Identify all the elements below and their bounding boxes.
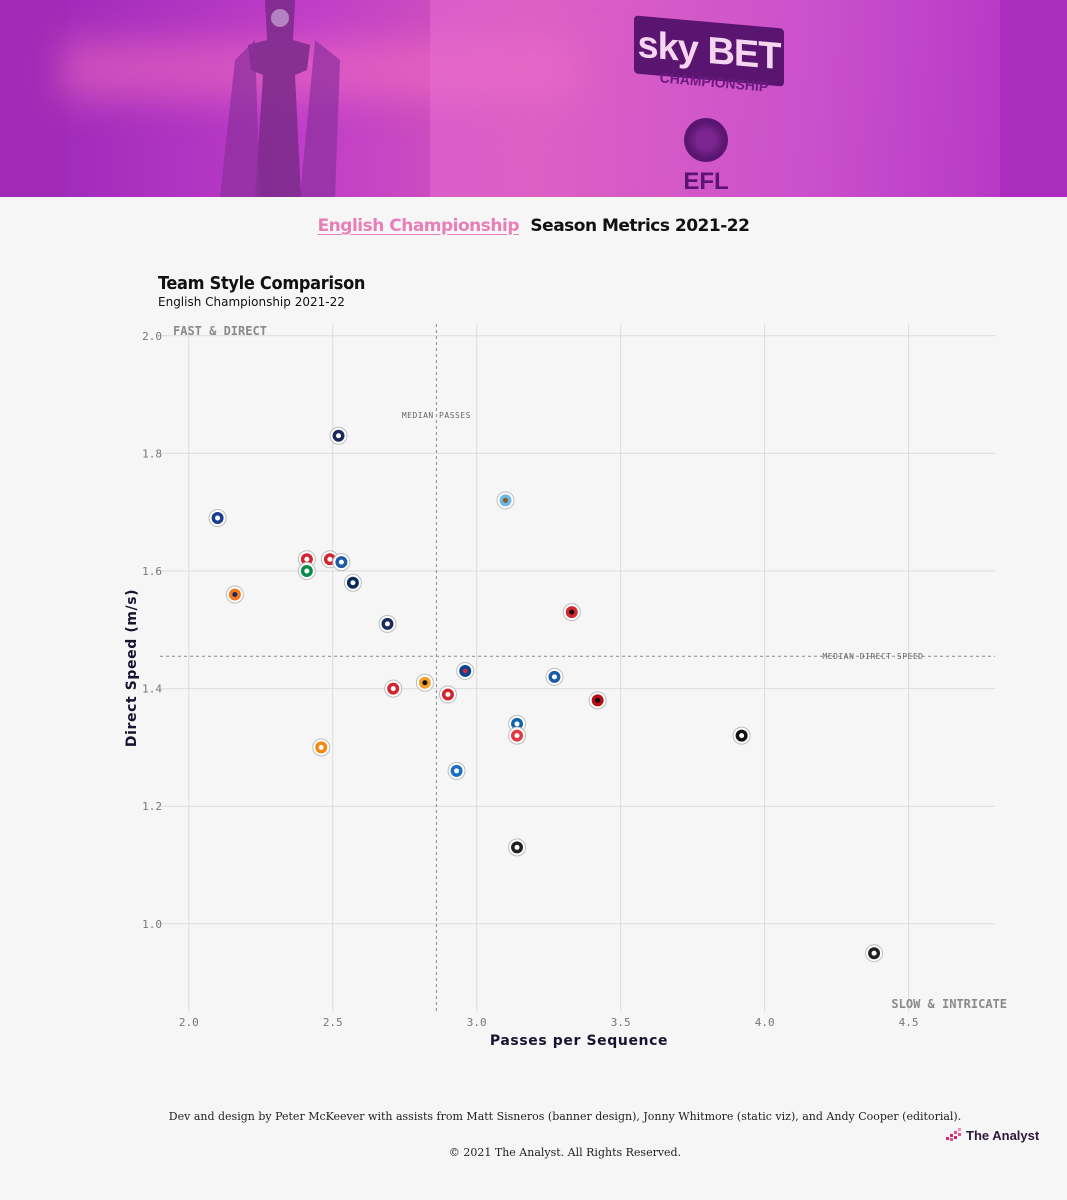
page-heading: English Championship Season Metrics 2021… [0, 216, 1067, 236]
team-crest-emblem [462, 668, 468, 674]
x-tick-label: 2.5 [323, 1016, 343, 1029]
team-point-qpr[interactable]: QPR [545, 667, 564, 686]
team-point-swansea[interactable]: Swansea [865, 944, 884, 963]
brand-name: The Analyst [966, 1127, 1040, 1143]
team-crest-emblem [569, 609, 575, 615]
team-point-stoke[interactable]: Stoke [508, 726, 527, 745]
team-crest-emblem [304, 556, 310, 562]
x-tick-label: 3.5 [611, 1016, 631, 1029]
team-point-sheffield-utd[interactable]: Sheffield Utd [562, 603, 581, 622]
team-crest-emblem [232, 591, 238, 597]
analyst-logo-icon [946, 1128, 961, 1141]
y-tick-label: 1.6 [142, 565, 162, 578]
trophy-image [220, 0, 340, 197]
y-tick-label: 1.8 [142, 447, 162, 460]
sky-bet-championship-badge: sky BET CHAMPIONSHIP EFL [628, 10, 788, 197]
y-tick-label: 2.0 [142, 330, 162, 343]
x-tick-label: 4.0 [755, 1016, 775, 1029]
hero-banner: sky BET CHAMPIONSHIP EFL [0, 0, 1067, 197]
team-crest-emblem [503, 497, 509, 503]
team-crest-emblem [318, 744, 324, 750]
team-crest-emblem [514, 721, 520, 727]
team-point-coventry[interactable]: Coventry [496, 491, 515, 510]
team-crest-emblem [384, 621, 390, 627]
chart-title: Team Style Comparison [158, 273, 366, 294]
footer-credit: Dev and design by Peter McKeever with as… [168, 1110, 962, 1123]
team-point-bournemouth[interactable]: Bournemouth [588, 691, 607, 710]
x-tick-label: 2.0 [179, 1016, 199, 1029]
team-point-blackpool[interactable]: Blackpool [312, 738, 331, 757]
season-metrics-title: Season Metrics 2021-22 [530, 216, 750, 236]
chart-subtitle: English Championship 2021-22 [158, 295, 345, 309]
team-point-peterborough[interactable]: Peterborough [447, 761, 466, 780]
team-crest-emblem [422, 680, 428, 686]
team-point-nottingham-forest[interactable]: Nottingham Forest [438, 685, 457, 704]
team-crest-emblem [454, 768, 460, 774]
x-tick-label: 3.0 [467, 1016, 487, 1029]
banner-edge-right [1000, 0, 1067, 197]
team-point-west-brom[interactable]: West Brom [329, 426, 348, 445]
median-speed-label: MEDIAN DIRECT SPEED [822, 652, 923, 661]
team-crest-emblem [215, 515, 221, 521]
y-tick-label: 1.4 [142, 683, 162, 696]
team-crest-emblem [514, 733, 520, 739]
quadrant-label-slow-intricate: SLOW & INTRICATE [891, 997, 1007, 1011]
x-tick-label: 4.5 [899, 1016, 919, 1029]
team-point-fulham[interactable]: Fulham [732, 726, 751, 745]
team-point-derby[interactable]: Derby [508, 838, 527, 857]
team-crest-emblem [514, 844, 520, 850]
median-passes-label: MEDIAN PASSES [402, 411, 471, 420]
team-point-blackburn[interactable]: Blackburn [297, 561, 316, 580]
scatter-chart: 1.0 1.2 1.4 1.6 1.8 2.0 2.0 2.5 3.0 3.5 4.0 4.5 MEDI… [124, 324, 1007, 1049]
team-crest-emblem [390, 686, 396, 692]
x-axis-label: Passes per Sequence [490, 1033, 668, 1049]
banner-edge-left [0, 0, 67, 197]
footer-copyright: © 2021 The Analyst. All Rights Reserved. [448, 1146, 682, 1159]
the-analyst-brand[interactable]: The Analyst [946, 1127, 1039, 1143]
league-link[interactable]: English Championship [317, 216, 520, 236]
team-point-luton[interactable]: Luton [225, 585, 244, 604]
team-point-hull-city[interactable]: Hull City [415, 673, 434, 692]
team-point-middlesbrough[interactable]: Middlesbrough [384, 679, 403, 698]
team-crest-emblem [336, 433, 342, 439]
team-crest-emblem [338, 559, 344, 565]
y-axis-label: Direct Speed (m/s) [124, 589, 140, 747]
team-crest-emblem [595, 697, 601, 703]
badge-efl: EFL [683, 168, 729, 195]
team-crest-emblem [871, 950, 877, 956]
team-point-cardiff[interactable]: Cardiff [332, 553, 351, 572]
badge-ball-icon [684, 118, 728, 162]
quadrant-label-fast-direct: FAST & DIRECT [173, 324, 267, 338]
team-crest-emblem [445, 691, 451, 697]
team-crest-emblem [551, 674, 557, 680]
team-crest-emblem [739, 733, 745, 739]
team-point-millwall[interactable]: Millwall [343, 573, 362, 592]
y-tick-label: 1.0 [142, 918, 162, 931]
team-crest-emblem [350, 580, 356, 586]
team-point-birmingham[interactable]: Birmingham [208, 509, 227, 528]
team-point-preston[interactable]: Preston [378, 614, 397, 633]
team-crest-emblem [304, 568, 310, 574]
y-tick-label: 1.2 [142, 800, 162, 813]
team-crest-emblem [327, 556, 333, 562]
team-point-reading[interactable]: Reading [456, 661, 475, 680]
